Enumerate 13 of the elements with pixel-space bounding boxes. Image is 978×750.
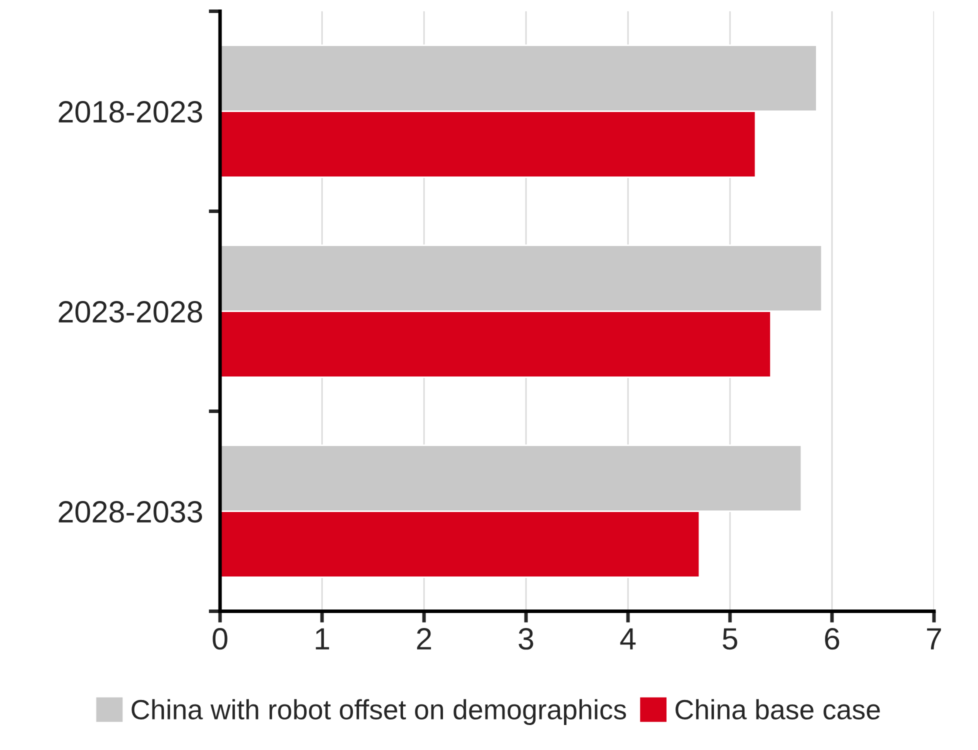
x-tick-label: 1 <box>316 628 330 650</box>
y-tick-label: 2018-2023 <box>58 100 202 123</box>
x-tick-label: 3 <box>518 628 534 650</box>
x-tick-label: 5 <box>722 628 738 650</box>
x-tick-label: 6 <box>825 628 840 650</box>
x-tick-label: 7 <box>927 628 941 650</box>
y-tick-label: 2023-2028 <box>58 300 202 323</box>
x-tick-label: 0 <box>212 628 228 650</box>
legend-label: China base case <box>676 699 880 720</box>
legend-label: China with robot offset on demographics <box>132 699 626 725</box>
x-tick-label: 4 <box>620 628 636 650</box>
y-tick-label: 2028-2033 <box>58 500 202 523</box>
x-tick-label: 2 <box>417 628 431 650</box>
